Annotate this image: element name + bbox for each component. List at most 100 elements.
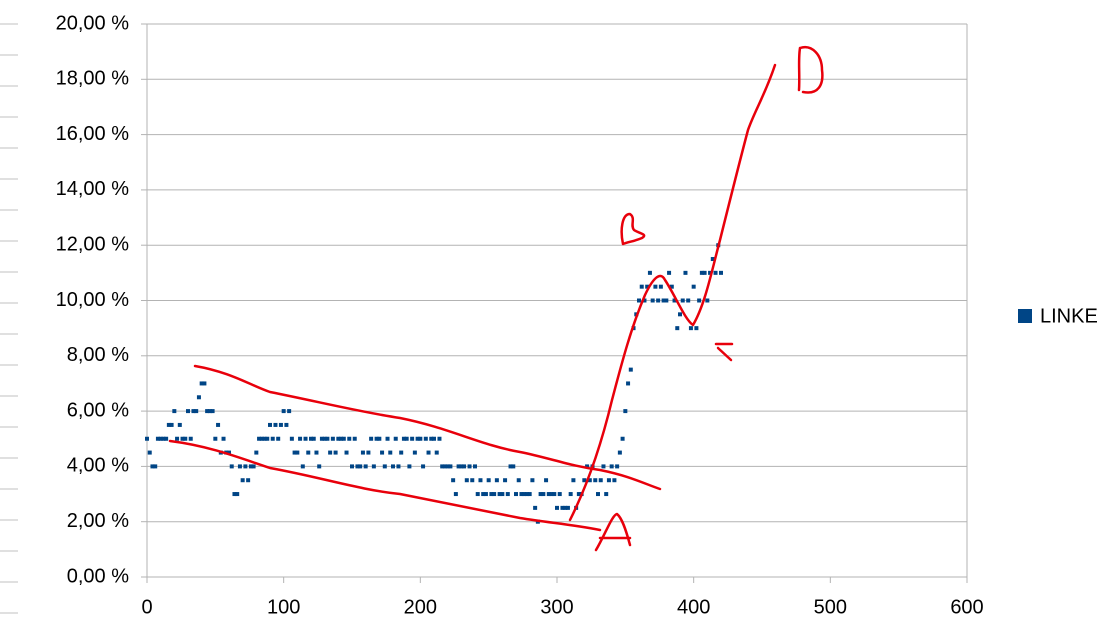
point [396, 464, 401, 469]
point [483, 492, 488, 497]
point [186, 409, 190, 414]
point [604, 492, 609, 497]
point [232, 492, 237, 497]
point [688, 326, 693, 331]
point [254, 450, 259, 455]
point [358, 464, 363, 469]
point [522, 492, 527, 497]
point [347, 436, 352, 441]
point [311, 436, 316, 441]
point [541, 492, 546, 497]
point [410, 436, 415, 441]
point [565, 505, 570, 510]
point [555, 505, 559, 510]
point [494, 478, 499, 483]
point [656, 298, 661, 303]
point [596, 492, 600, 497]
x-tick-label: 0 [141, 596, 152, 618]
point [533, 505, 538, 510]
sheet-row-lines [0, 23, 18, 614]
point [180, 436, 185, 441]
point [650, 298, 655, 303]
point [194, 409, 199, 414]
point [500, 492, 505, 497]
point [615, 464, 620, 469]
point [237, 464, 242, 469]
y-tick-label: 2,00 % [67, 510, 129, 532]
point [360, 450, 365, 455]
y-tick-label: 8,00 % [67, 344, 129, 366]
point [451, 478, 456, 483]
point [516, 478, 521, 483]
point [467, 464, 472, 469]
point [153, 464, 158, 469]
point [511, 464, 516, 469]
point [489, 492, 494, 497]
point [314, 450, 319, 455]
point [177, 422, 182, 427]
point [369, 436, 374, 441]
point [164, 436, 169, 441]
point [530, 478, 535, 483]
point [243, 464, 248, 469]
point [719, 270, 723, 275]
point [240, 478, 245, 483]
x-tick-label: 600 [950, 596, 983, 618]
point [175, 436, 180, 441]
point [549, 492, 554, 497]
point [363, 464, 368, 469]
point [598, 478, 603, 483]
point [445, 464, 450, 469]
y-tick-label: 0,00 % [67, 565, 129, 587]
point [568, 492, 573, 497]
point [560, 505, 565, 510]
point [448, 464, 453, 469]
point [582, 478, 587, 483]
point [552, 492, 557, 497]
point [155, 436, 160, 441]
point [429, 436, 434, 441]
point [702, 270, 707, 275]
point [388, 450, 393, 455]
point [319, 436, 324, 441]
point [639, 284, 644, 289]
point [647, 270, 652, 275]
point [576, 492, 581, 497]
point [713, 270, 718, 275]
point [336, 436, 341, 441]
point [661, 298, 666, 303]
point [309, 436, 313, 441]
point [166, 422, 171, 427]
point [481, 492, 486, 497]
point [669, 284, 674, 289]
point [158, 436, 163, 441]
point [563, 505, 568, 510]
x-tick-label: 500 [814, 596, 847, 618]
point [325, 436, 330, 441]
legend-label: LINKE [1040, 305, 1098, 327]
point [246, 478, 251, 483]
point [191, 409, 196, 414]
point [705, 298, 710, 303]
x-tick-label: 400 [677, 596, 710, 618]
point [352, 436, 357, 441]
legend-swatch [1018, 309, 1032, 323]
point [248, 464, 253, 469]
point [251, 464, 256, 469]
point [229, 464, 234, 469]
point [306, 450, 311, 455]
point [377, 436, 382, 441]
y-tick-label: 10,00 % [56, 289, 130, 311]
point [339, 436, 344, 441]
point [503, 478, 508, 483]
point [683, 270, 688, 275]
point [407, 464, 412, 469]
point [492, 492, 497, 497]
point [216, 422, 221, 427]
point [667, 270, 672, 275]
point [210, 409, 215, 414]
y-tick-label: 20,00 % [56, 12, 130, 34]
point [235, 492, 240, 497]
point [317, 464, 322, 469]
